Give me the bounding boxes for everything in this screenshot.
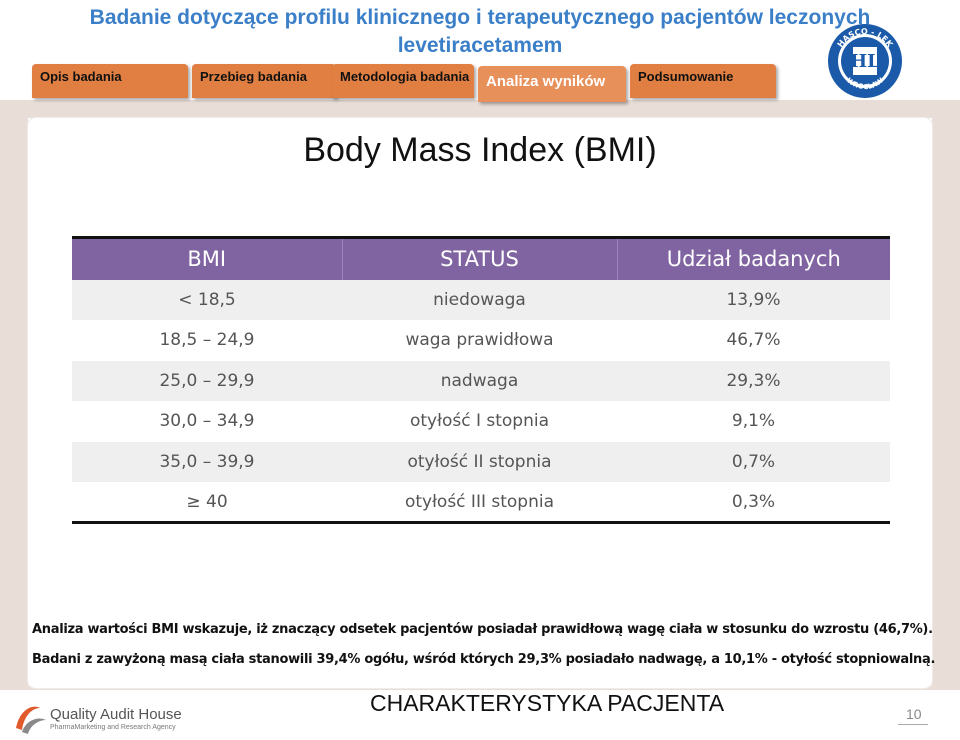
- cell-share: 29,3%: [617, 360, 890, 401]
- header-share: Udział badanych: [616, 236, 890, 280]
- cell-bmi: ≥ 40: [72, 482, 342, 524]
- page-number-rule: [898, 724, 928, 725]
- table-row: < 18,5 niedowaga 13,9%: [72, 279, 890, 320]
- table-header-row: BMI STATUS Udział badanych: [72, 236, 890, 280]
- qah-company-subtitle: PharmaMarketing and Research Agency: [50, 724, 176, 731]
- header-status: STATUS: [341, 236, 617, 280]
- cell-share: 13,9%: [617, 279, 890, 320]
- cell-share: 0,3%: [617, 482, 890, 524]
- panel-frame-bottom: [0, 686, 960, 690]
- cell-status: otyłość II stopnia: [342, 441, 617, 482]
- qah-company-name: Quality Audit House: [50, 706, 182, 723]
- panel-frame-left: [0, 100, 28, 688]
- top-title-line2: levetiracetamem: [397, 34, 563, 57]
- bmi-table: BMI STATUS Udział badanych < 18,5 niedow…: [72, 236, 890, 524]
- panel-frame: [0, 100, 960, 118]
- cell-bmi: < 18,5: [72, 279, 342, 320]
- top-title: Badanie dotyczące profilu klinicznego i …: [60, 4, 900, 60]
- nav-tabs: Opis badania Przebieg badania Metodologi…: [32, 64, 776, 102]
- cell-status: niedowaga: [342, 279, 617, 320]
- cell-share: 46,7%: [726, 330, 781, 351]
- table-row: 18,5 – 24,9 waga prawidłowa 46,7%: [72, 320, 890, 361]
- tab-analiza-wynikow[interactable]: Analiza wyników: [478, 66, 626, 102]
- cell-status: nadwaga: [342, 360, 617, 401]
- content-panel: [28, 118, 932, 688]
- table-row: ≥ 40 otyłość III stopnia 0,3%: [72, 482, 890, 524]
- cell-share: 0,7%: [617, 441, 890, 482]
- tab-metodologia-badania[interactable]: Metodologia badania: [332, 64, 474, 98]
- analysis-note-2: Badani z zawyżoną masą ciała stanowili 3…: [32, 652, 936, 667]
- hasco-lek-logo-icon: HL HASCO - LEK WROCŁAW: [828, 24, 902, 98]
- table-row: 35,0 – 39,9 otyłość II stopnia 0,7%: [72, 441, 890, 482]
- table-row: 25,0 – 29,9 nadwaga 29,3%: [72, 360, 890, 401]
- cell-bmi: 35,0 – 39,9: [72, 441, 342, 482]
- top-title-line1: Badanie dotyczące profilu klinicznego i …: [89, 6, 871, 29]
- svg-text:HL: HL: [850, 51, 880, 72]
- tab-przebieg-badania[interactable]: Przebieg badania: [192, 64, 336, 98]
- cell-status: waga prawidłowa: [405, 330, 554, 351]
- tab-podsumowanie[interactable]: Podsumowanie: [630, 64, 776, 98]
- footer-title: CHARAKTERYSTYKA PACJENTA: [370, 690, 725, 716]
- slide-title: Body Mass Index (BMI): [303, 131, 657, 169]
- page-number: 10: [906, 706, 922, 722]
- hasco-lek-logo: HL HASCO - LEK WROCŁAW: [826, 22, 904, 100]
- cell-status: otyłość I stopnia: [409, 411, 549, 432]
- panel-frame-right: [932, 100, 960, 688]
- quality-audit-house-logo: [10, 698, 170, 738]
- table-row: 30,0 – 34,9 otyłość I stopnia 9,1%: [72, 401, 890, 442]
- cell-share: 9,1%: [731, 411, 776, 432]
- qah-swoosh-icon: [16, 706, 46, 734]
- cell-bmi: 30,0 – 34,9: [159, 411, 255, 432]
- cell-bmi: 25,0 – 29,9: [72, 360, 342, 401]
- cell-status: otyłość III stopnia: [342, 482, 617, 524]
- tab-opis-badania[interactable]: Opis badania: [32, 64, 188, 98]
- header-bmi: BMI: [72, 236, 342, 280]
- cell-bmi: 18,5 – 24,9: [159, 330, 255, 351]
- analysis-note-1: Analiza wartości BMI wskazuje, iż znaczą…: [32, 622, 933, 637]
